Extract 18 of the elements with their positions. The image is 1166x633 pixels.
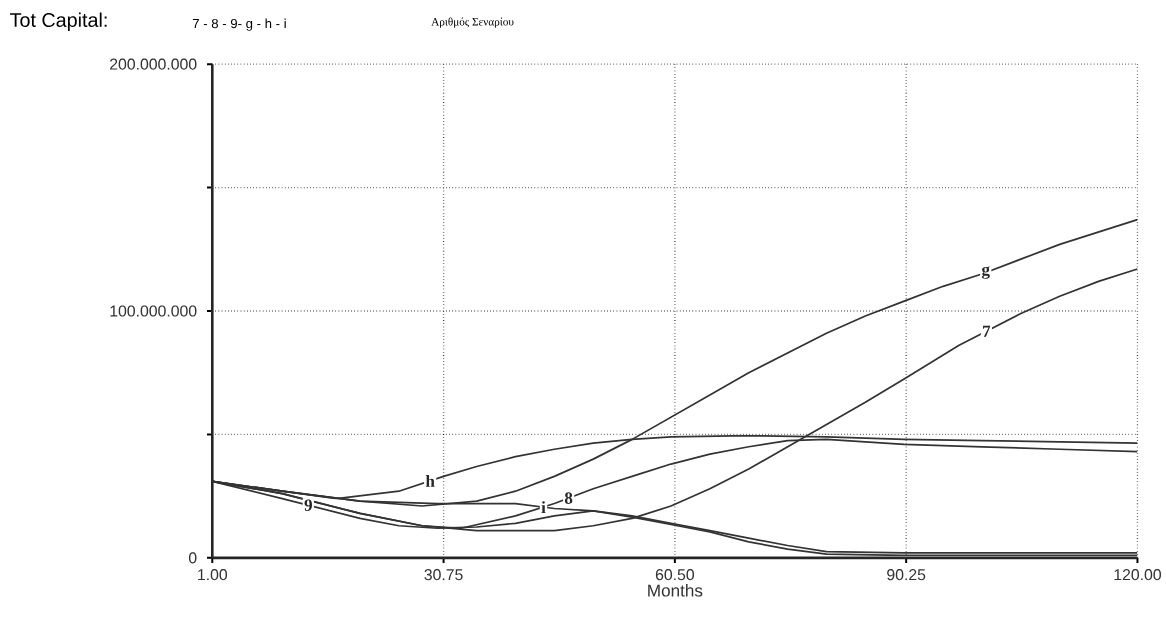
y-tick-label: 0 [188, 552, 197, 564]
y-tick-label: 100.000.000 [110, 305, 197, 317]
y-tick-label: 200.000.000 [110, 58, 197, 70]
text: Αριθμός Σεναρίου [431, 17, 514, 28]
x-tick-label: 1.00 [198, 569, 228, 581]
series-label: h [425, 474, 435, 487]
chart-title: Tot Capital: [10, 12, 107, 31]
series-label: 8 [564, 492, 573, 504]
x-tick-label: 60.50 [655, 569, 695, 581]
series-label: g [981, 266, 990, 279]
x-axis-title: Months [648, 584, 703, 597]
series-label: 7 [983, 325, 991, 337]
x-tick-label: 120.00 [1114, 569, 1161, 581]
text: 7 - 8 - 9- g - h - i [192, 18, 286, 31]
series-label: i [541, 501, 546, 514]
x-tick-label: 90.25 [887, 569, 926, 581]
x-tick-label: 30.75 [424, 569, 463, 581]
series-label: 9 [304, 499, 312, 512]
